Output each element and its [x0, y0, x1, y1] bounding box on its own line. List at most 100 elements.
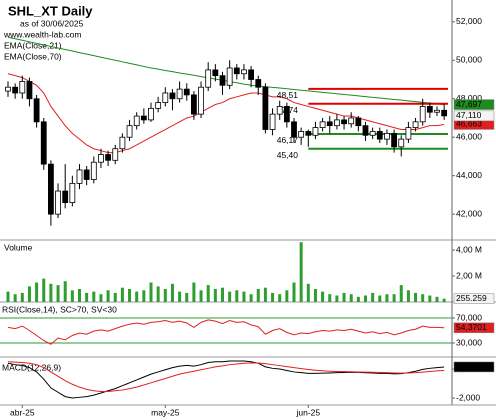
candle-body: [362, 125, 369, 136]
candle-body: [405, 127, 412, 140]
y-tick-label: 46,000: [456, 131, 482, 141]
bar: [328, 294, 332, 302]
candle-body: [12, 86, 19, 94]
x-tick-label: may-25: [151, 407, 180, 417]
bar: [385, 294, 389, 302]
candle-body: [140, 115, 147, 121]
bar: [128, 289, 132, 302]
bar: [278, 294, 282, 302]
candle-body: [205, 69, 212, 88]
bar: [156, 286, 160, 302]
bar: [185, 292, 189, 302]
y-tick-label: -2,000: [456, 392, 480, 402]
candle-body: [255, 79, 262, 88]
last-value-box: [453, 293, 495, 304]
y-tick-label: 44,000: [456, 170, 482, 180]
bar: [378, 295, 382, 302]
bar: [414, 292, 418, 302]
bar: [56, 285, 60, 302]
series-line: [7, 319, 445, 345]
bar: [6, 291, 10, 302]
bar: [170, 283, 174, 302]
candle-body: [83, 169, 90, 180]
candle-body: [441, 109, 448, 117]
bar: [306, 283, 310, 302]
last-value-label: 255.259: [456, 293, 487, 303]
last-value-box: [453, 361, 495, 373]
candle-body: [133, 115, 140, 127]
last-value-label: 47,697: [456, 99, 482, 109]
candle-body: [5, 86, 11, 92]
candle-body: [312, 127, 319, 136]
bar: [221, 287, 224, 302]
bar: [242, 291, 246, 302]
bar: [70, 290, 74, 302]
bar: [192, 282, 196, 302]
candle-body: [112, 148, 119, 161]
bar: [142, 290, 146, 302]
candle-body: [262, 86, 269, 130]
candle-body: [241, 69, 247, 75]
y-tick-label: 52,000: [456, 16, 482, 26]
bar: [99, 294, 103, 302]
bar: [35, 282, 39, 302]
chart-title: SHL_XT Daily: [8, 3, 93, 18]
candle-body: [119, 136, 126, 150]
bar: [406, 290, 410, 302]
candle-body: [355, 117, 362, 127]
bar: [149, 282, 153, 302]
bar: [92, 291, 96, 302]
series-line: [7, 73, 445, 154]
bar: [135, 291, 139, 302]
bar: [335, 295, 339, 302]
candle-body: [212, 69, 219, 77]
bar: [78, 289, 81, 302]
last-value-box: [453, 322, 495, 334]
bar: [199, 290, 203, 302]
candle-body: [55, 190, 61, 215]
bar: [163, 289, 167, 302]
bar: [113, 292, 117, 302]
level-label: 45,40: [277, 150, 299, 160]
bar: [428, 295, 432, 302]
series-line: [7, 360, 445, 399]
last-value-label: 54,3701: [456, 322, 487, 332]
candle-body: [376, 131, 383, 140]
level-label: 46,17: [277, 135, 299, 145]
bar: [421, 294, 425, 302]
last-value-label: 46,663: [456, 119, 482, 129]
panel-title: MACD(12,26,9): [2, 362, 61, 372]
panel-title: RSI(Close,14), SC>70, SV<30: [2, 304, 117, 314]
bar: [120, 287, 124, 302]
bar: [13, 294, 17, 302]
bar: [435, 296, 439, 302]
candle-body: [426, 106, 433, 113]
bar: [235, 290, 239, 302]
candle-body: [98, 154, 104, 163]
candle-body: [305, 131, 312, 136]
candle-body: [348, 117, 355, 125]
bar: [349, 294, 353, 302]
bar: [27, 286, 31, 302]
bar: [321, 291, 325, 302]
bar: [342, 292, 346, 302]
bar: [228, 291, 232, 302]
candle-body: [155, 102, 162, 109]
candle-body: [398, 138, 405, 148]
candle-body: [291, 121, 297, 138]
legend-entry: EMA(Close,21): [4, 40, 62, 50]
candle-body: [333, 119, 340, 127]
candle-body: [76, 169, 83, 184]
level-label: 48,51: [277, 90, 299, 100]
candle-body: [40, 121, 47, 165]
bar: [20, 292, 24, 302]
bar: [271, 292, 275, 302]
candle-body: [384, 132, 390, 140]
candle-body: [198, 86, 204, 115]
candle-body: [26, 81, 33, 100]
candle-body: [162, 92, 169, 103]
series-line: [7, 361, 445, 393]
candle-body: [169, 92, 176, 100]
